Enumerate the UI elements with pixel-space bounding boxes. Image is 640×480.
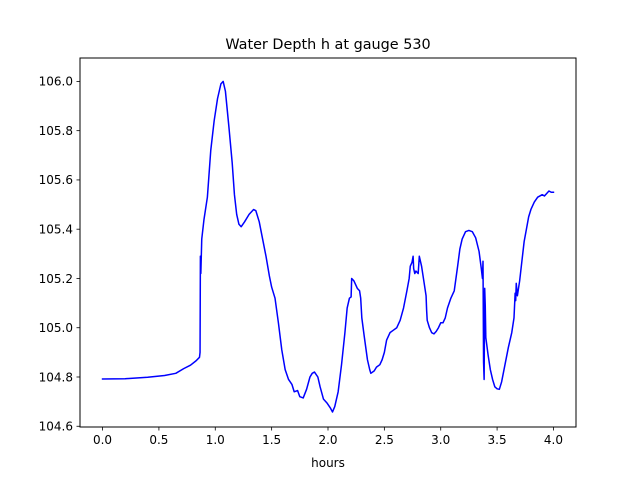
x-tick-label: 4.0	[544, 433, 563, 447]
x-axis-ticks: 0.0 0.5 1.0 1.5 2.0 2.5 3.0 3.5 4.0	[93, 427, 563, 447]
y-tick-label: 104.8	[39, 370, 73, 384]
chart-title: Water Depth h at gauge 530	[225, 37, 430, 53]
x-tick-label: 3.5	[488, 433, 507, 447]
x-tick-label: 1.5	[262, 433, 281, 447]
x-tick-label: 1.0	[206, 433, 225, 447]
y-tick-label: 105.2	[39, 272, 73, 286]
y-tick-label: 105.8	[39, 124, 73, 138]
x-tick-label: 0.5	[149, 433, 168, 447]
series-line	[101, 80, 555, 413]
y-axis-ticks: 104.6 104.8 105.0 105.2 105.4 105.6 105.8 106.0	[39, 75, 80, 434]
y-tick-label: 105.4	[39, 222, 73, 236]
x-tick-label: 0.0	[93, 433, 112, 447]
x-tick-label: 3.0	[431, 433, 450, 447]
y-tick-label: 106.0	[39, 75, 73, 89]
x-axis-label: hours	[311, 456, 345, 470]
x-tick-label: 2.0	[318, 433, 337, 447]
plot-area	[101, 80, 555, 413]
axes-frame	[79, 57, 577, 428]
x-tick-label: 2.5	[375, 433, 394, 447]
y-tick-label: 105.6	[39, 173, 73, 187]
y-tick-label: 104.6	[39, 420, 73, 434]
y-tick-label: 105.0	[39, 321, 73, 335]
